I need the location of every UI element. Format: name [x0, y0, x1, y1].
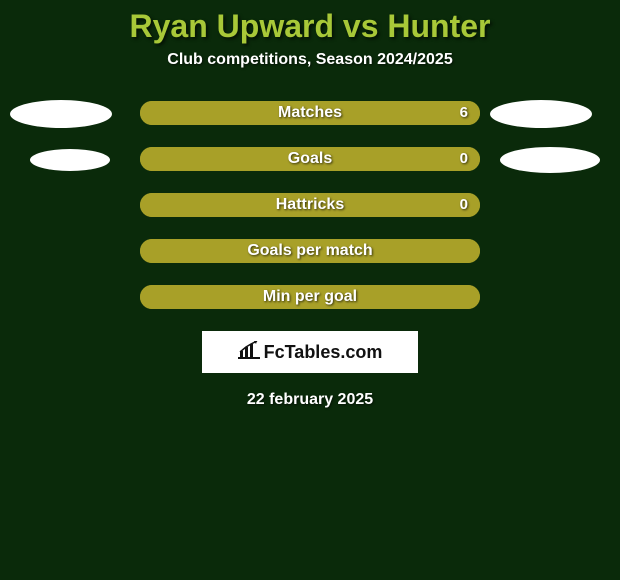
page-title: Ryan Upward vs Hunter — [0, 8, 620, 45]
player-marker-left — [10, 100, 112, 128]
logo-label: FcTables.com — [264, 342, 383, 363]
player-marker-right — [500, 147, 600, 173]
stat-bar-right-fill — [140, 193, 480, 217]
stat-bar-right-fill — [140, 101, 480, 125]
stat-row: Matches6 — [0, 101, 620, 127]
logo-text: FcTables.com — [238, 341, 383, 364]
stat-bar — [140, 193, 480, 217]
comparison-infographic: Ryan Upward vs Hunter Club competitions,… — [0, 0, 620, 409]
logo-box: FcTables.com — [202, 331, 418, 373]
stat-bar — [140, 147, 480, 171]
stats-container: Matches6 Goals0 Hattricks0 Goals per match M… — [0, 101, 620, 311]
chart-icon — [238, 341, 260, 364]
subtitle: Club competitions, Season 2024/2025 — [0, 51, 620, 69]
stat-row: Min per goal — [0, 285, 620, 311]
stat-row: Hattricks0 — [0, 193, 620, 219]
stat-bar-right-fill — [140, 285, 480, 309]
stat-bar — [140, 101, 480, 125]
stat-bar — [140, 239, 480, 263]
date-label: 22 february 2025 — [0, 391, 620, 409]
stat-bar-right-fill — [140, 147, 480, 171]
stat-row: Goals0 — [0, 147, 620, 173]
player-marker-left — [30, 149, 110, 171]
player-marker-right — [490, 100, 592, 128]
stat-bar-right-fill — [140, 239, 480, 263]
stat-row: Goals per match — [0, 239, 620, 265]
stat-bar — [140, 285, 480, 309]
